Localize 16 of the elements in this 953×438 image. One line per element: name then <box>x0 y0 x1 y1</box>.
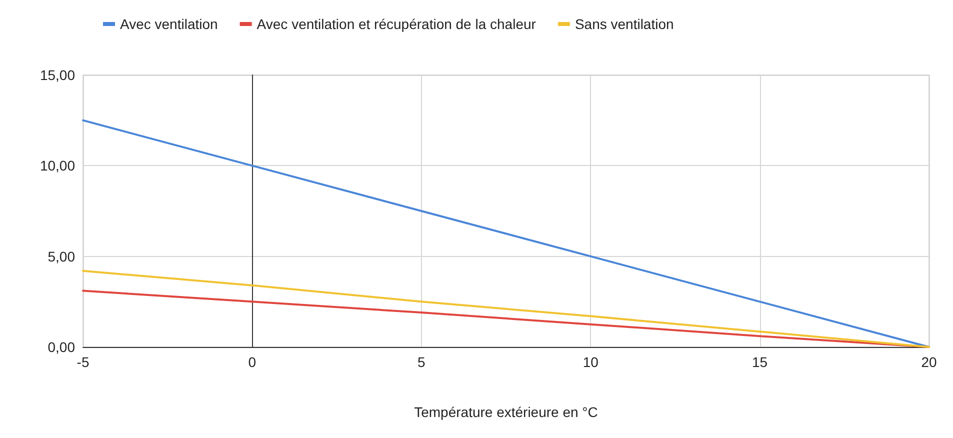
legend-label: Sans ventilation <box>574 16 674 32</box>
x-tick-label: 5 <box>418 354 426 370</box>
x-tick-label: 20 <box>921 354 937 370</box>
x-tick-label: -5 <box>76 354 90 370</box>
x-tick-label: 0 <box>248 354 256 370</box>
line-series <box>82 270 930 348</box>
y-tick-label: 10,00 <box>40 158 76 174</box>
line-series <box>82 119 930 348</box>
y-tick-label: 15,00 <box>40 67 76 83</box>
x-tick-label: 10 <box>582 354 599 370</box>
y-tick-label: 5,00 <box>48 248 76 264</box>
x-tick-label: 15 <box>752 354 768 370</box>
legend-label: Avec ventilation <box>120 16 218 32</box>
y-tick-label: 0,00 <box>48 339 76 355</box>
x-axis-title: Température extérieure en °C <box>414 404 598 420</box>
legend-label: Avec ventilation et récupération de la chaleur <box>256 16 536 32</box>
